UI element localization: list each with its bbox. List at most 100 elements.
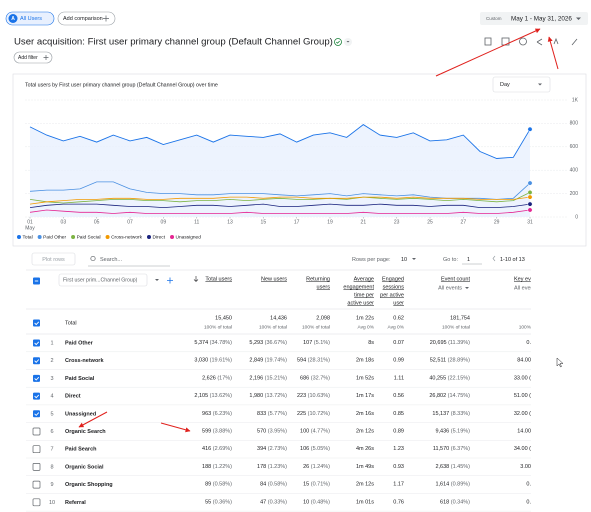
checkbox (33, 339, 40, 347)
cell-share: (15.21%) (265, 376, 287, 382)
row-number: 3 (50, 376, 53, 382)
cell: 20,695 (11.39%) (430, 340, 470, 346)
checkbox (33, 374, 40, 382)
cell: 833 (5.77%) (257, 411, 287, 417)
total-share: 100% of total (302, 324, 330, 330)
check-icon (334, 38, 342, 46)
column-header: per active (380, 292, 404, 298)
cell: 1,614 (0.89%) (435, 482, 470, 488)
y-tick-label: 1K (572, 97, 579, 103)
granularity-select[interactable] (492, 76, 551, 93)
cell: 4m 26s (356, 447, 374, 453)
cell: 394 (2.73%) (257, 447, 287, 453)
legend-swatch (147, 235, 151, 239)
cell-share: (1.45%) (451, 464, 470, 470)
cell: 15 (0.71%) (303, 482, 330, 488)
column-header: engagement (343, 284, 374, 290)
arrow (547, 36, 559, 70)
cell-share: (5.77%) (268, 411, 287, 417)
cell-share: (0.58%) (213, 482, 232, 488)
cell-share: (0.48%) (311, 500, 330, 506)
search: Search... (100, 257, 122, 263)
cell: 0.85 (393, 411, 404, 417)
segment-chip[interactable] (5, 11, 55, 26)
add-filter-chip[interactable] (13, 51, 53, 64)
cell-value: 1,980 (249, 394, 263, 400)
cell-value: 963 (202, 411, 211, 417)
legend-swatch (170, 235, 175, 239)
explore-icon[interactable] (553, 37, 559, 45)
checkbox (32, 445, 41, 454)
cell-value: 0. (526, 500, 531, 506)
cell: 1m 17s (356, 394, 374, 400)
checkbox (33, 319, 40, 327)
cell-value: 2m 16s (356, 411, 374, 417)
x-tick-label: 31 (527, 219, 533, 225)
cell-share: (34.78%) (210, 340, 232, 346)
cell-value: 2,638 (435, 464, 449, 470)
row-number: 9 (50, 482, 53, 488)
cell-value: 1,614 (435, 482, 449, 488)
cell-value: 188 (202, 464, 211, 470)
row-name: Organic Shopping (65, 482, 113, 488)
cell-value: 5,374 (194, 340, 208, 346)
cell: 2m 18s (356, 358, 374, 364)
x-tick-label: 27 (461, 219, 467, 225)
cell-share: (13.62%) (210, 394, 232, 400)
cell-value: 686 (300, 376, 309, 382)
dropdown-icon (465, 287, 469, 289)
cell-value: 52,511 (430, 358, 446, 364)
cell-value: 84.00 (517, 358, 531, 364)
y-tick-label: 400 (570, 168, 579, 174)
cell-value: 2m 18s (356, 358, 374, 364)
edit-icon[interactable] (571, 38, 578, 46)
add-filter: Add filter (18, 55, 38, 61)
cell-share: (0.36%) (213, 500, 232, 506)
cell-share: (10.63%) (308, 394, 330, 400)
column-header: sessions (383, 284, 405, 290)
cell-value: 4m 26s (356, 447, 374, 453)
cell-share: (6.37%) (451, 447, 470, 453)
cell: 416 (2.69%) (202, 447, 232, 453)
row-name: Referral (65, 500, 86, 506)
plot-rows: Plot rows (42, 257, 65, 263)
cell: 1,980 (13.72%) (249, 394, 287, 400)
cell-share: (6.23%) (213, 411, 232, 417)
row-number: 6 (50, 429, 53, 435)
edit-report-icon[interactable] (484, 37, 492, 46)
cell-value: 1.11 (394, 376, 404, 382)
cell: 0.56 (393, 394, 404, 400)
dimension: First user prim...Channel Group) (63, 278, 138, 284)
row-name: Paid Social (65, 376, 95, 382)
x-tick-label: 13 (227, 219, 233, 225)
insights-icon[interactable] (519, 37, 527, 46)
share-icon[interactable] (536, 38, 543, 46)
date-picker[interactable] (480, 12, 588, 25)
x-tick-label: 21 (361, 219, 367, 225)
cell: 3.00 (520, 464, 531, 470)
cell-value: 0. (526, 482, 531, 488)
x-tick-label: 19 (327, 219, 333, 225)
dimension-select (58, 273, 148, 287)
cell-value: 2,105 (194, 394, 208, 400)
cell-value: 0.76 (393, 500, 404, 506)
cell-share: (0.34%) (451, 500, 470, 506)
cell-share: (0.33%) (268, 500, 287, 506)
cell-share: (8.33%) (451, 411, 470, 417)
end-point (527, 201, 533, 207)
checkbox (33, 410, 40, 418)
row-number: 8 (50, 464, 53, 470)
cell: 15,137 (8.33%) (432, 411, 470, 417)
cell: 2m 12s (356, 429, 374, 435)
cell-value: 34.00 ( (514, 447, 531, 453)
cell: 2,849 (19.74%) (249, 358, 287, 364)
cell: 55 (0.36%) (205, 500, 232, 506)
segment-label: All Users (20, 16, 42, 22)
check-mark (336, 40, 340, 44)
cell-share: (17%) (217, 376, 232, 382)
cell: 14.00 (517, 429, 531, 435)
cell-value: 0.56 (393, 394, 404, 400)
row-number: 7 (50, 447, 53, 453)
cell-value: 225 (297, 411, 306, 417)
add-comparison-chip[interactable] (57, 11, 116, 26)
